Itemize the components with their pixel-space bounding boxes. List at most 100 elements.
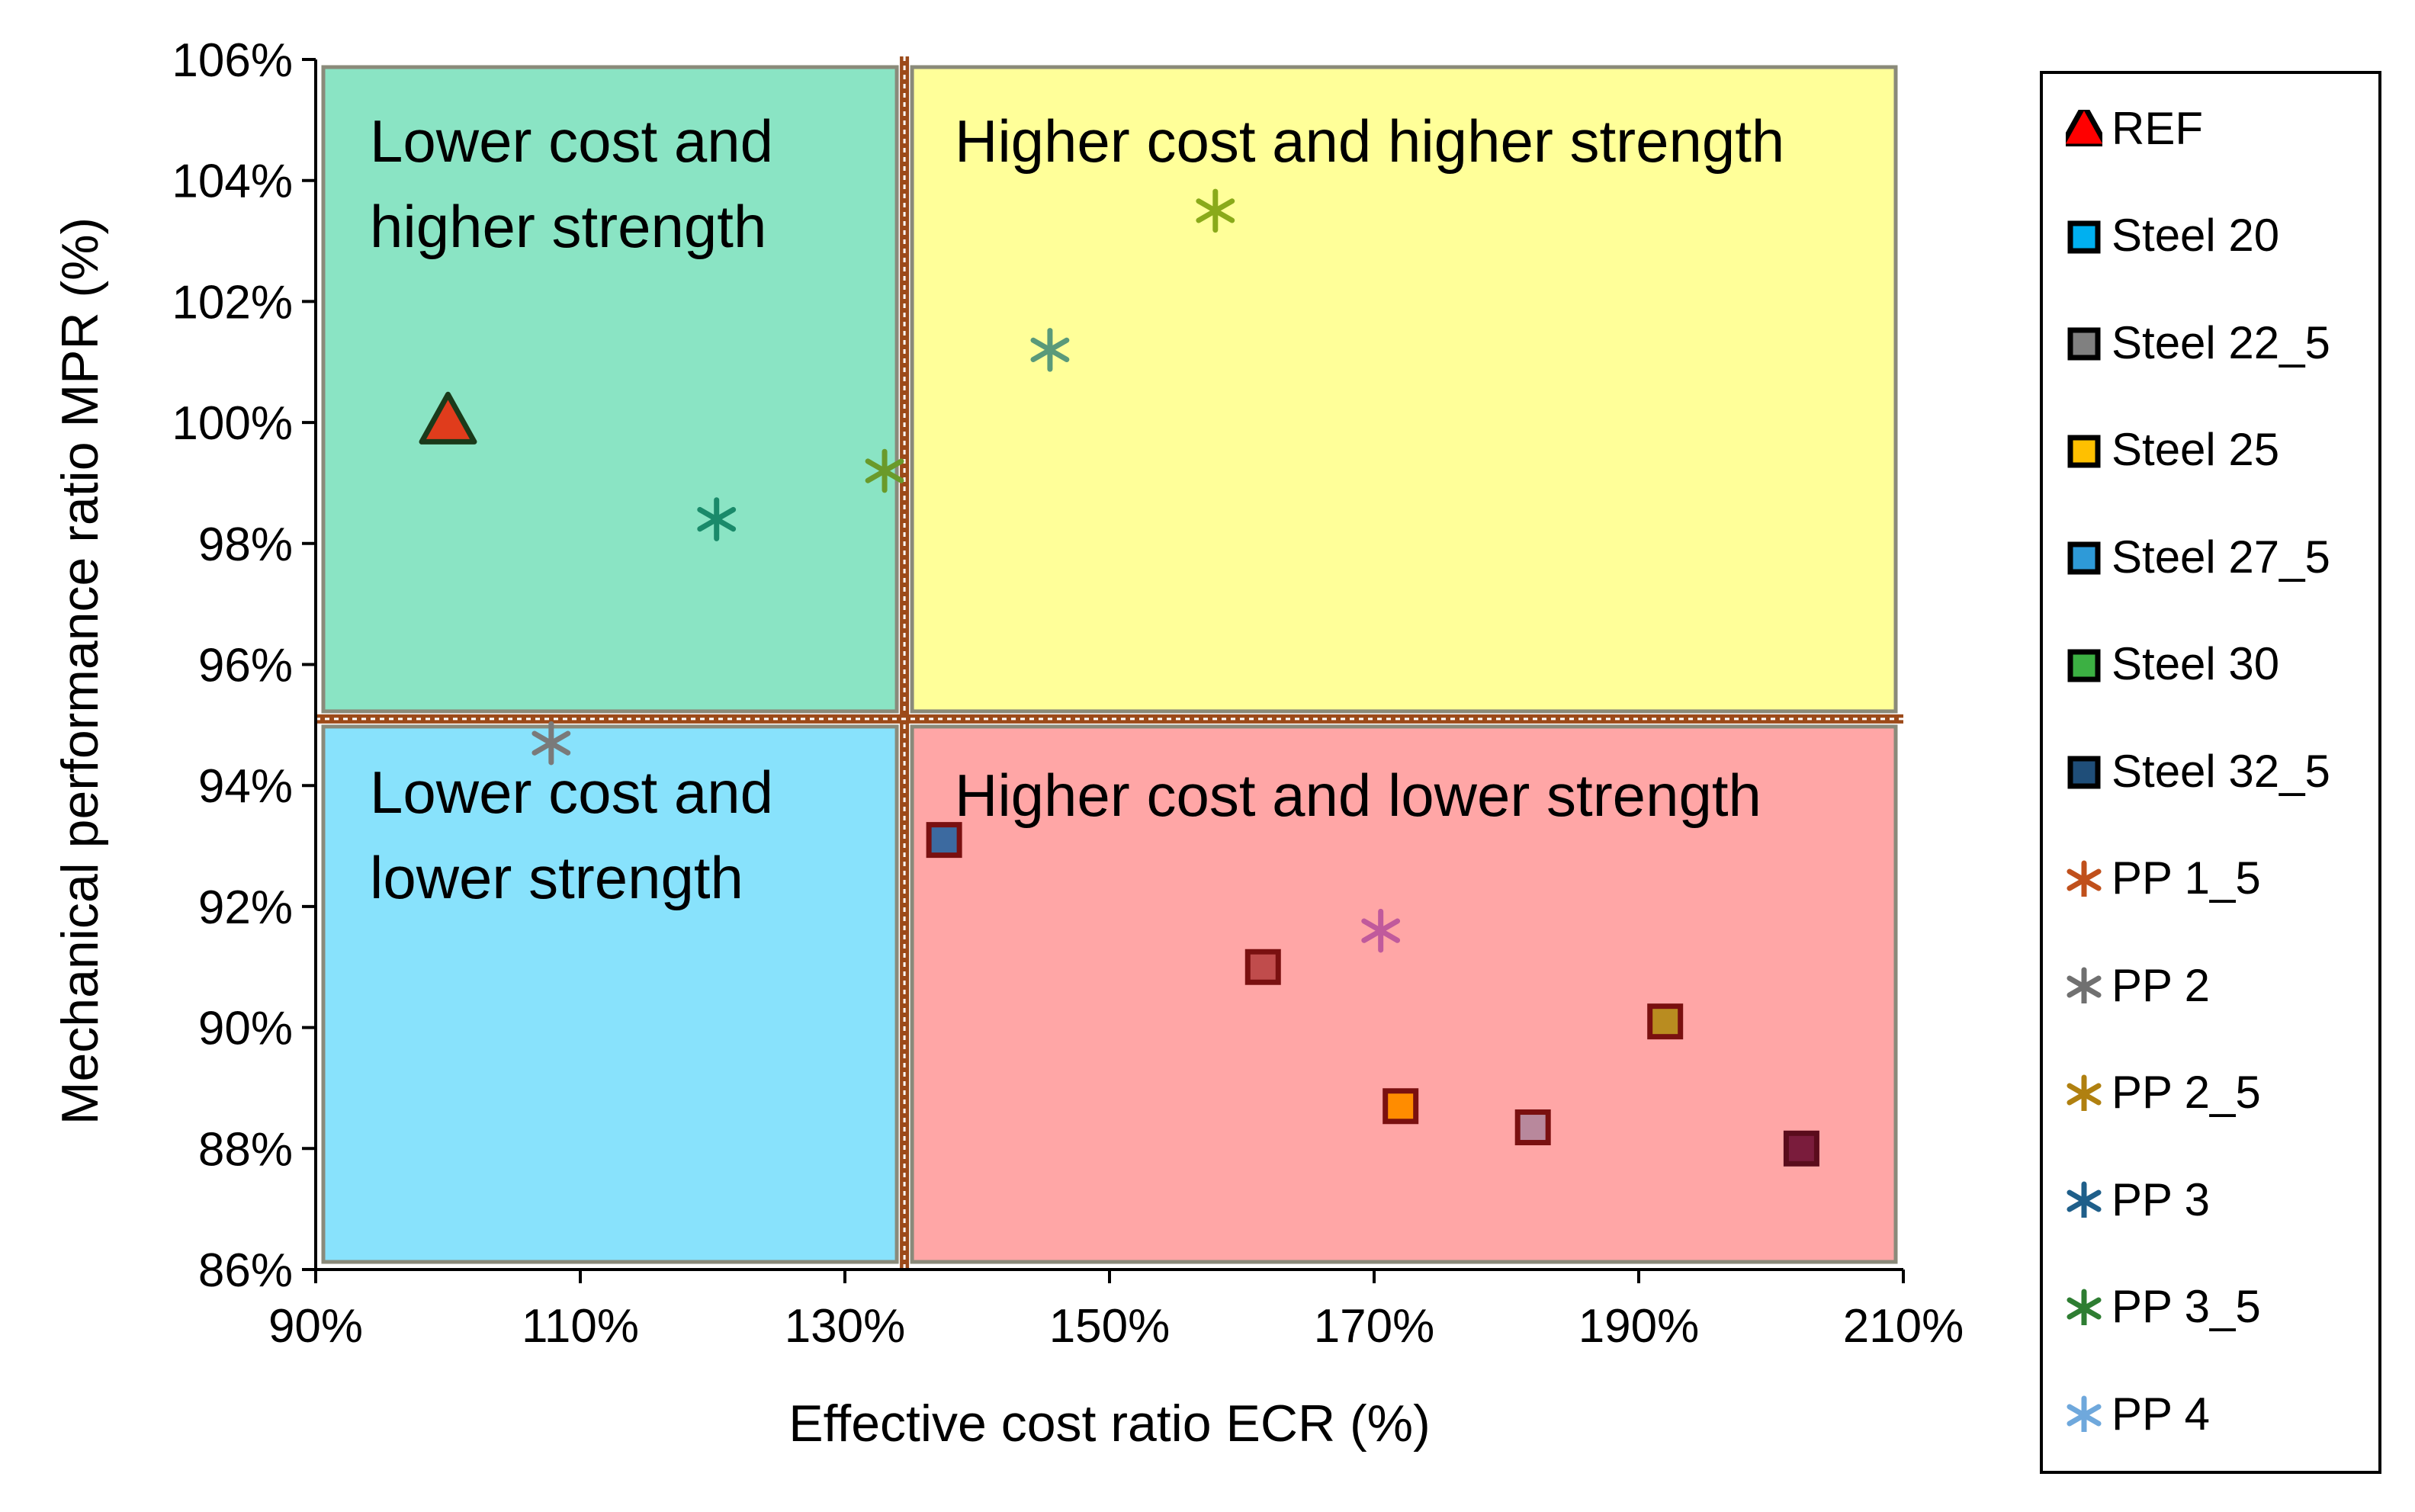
y-tick-label: 96% [198,640,293,692]
legend-square-icon [2067,327,2101,361]
legend-label: PP 3_5 [2112,1281,2261,1332]
region-label: Higher cost and higher strength [955,108,1784,175]
legend-star-icon [2067,967,2102,1003]
legend-star-icon [2067,1289,2102,1325]
point-steel-30 [1783,1130,1819,1167]
y-tick-label: 94% [198,760,293,813]
star-stroke [1030,337,1070,363]
legend-item-steel-25: Steel 25 [2066,423,2279,477]
star-stroke [865,458,904,483]
legend-star-icon [2067,1074,2102,1111]
y-tick-label: 88% [198,1123,293,1176]
legend-label: PP 2 [2112,959,2210,1011]
legend-star-icon [2067,1395,2102,1432]
legend-item-pp-3: PP 3 [2066,1173,2210,1226]
point-pp-1-5 [865,448,904,493]
point-steel-27-5 [1244,949,1281,985]
x-tick-label: 190% [1578,1300,1700,1353]
legend-item-pp-1-5: PP 1_5 [2066,852,2261,905]
star-stroke [2067,975,2102,998]
x-tick-label: 170% [1314,1300,1435,1353]
legend-label: Steel 27_5 [2112,531,2330,583]
point-steel-22-5 [1647,1003,1684,1040]
legend-marker-shape [2067,435,2101,467]
legend-square-icon [2067,220,2101,253]
region-label-line: Higher cost and lower strength [955,762,1761,829]
legend-marker-shape [2066,110,2102,146]
x-tick-label: 130% [785,1300,906,1353]
point-steel-25 [1514,1109,1551,1146]
legend-label: Steel 30 [2112,638,2280,689]
legend-marker-shape [2067,967,2102,1003]
star-stroke [2067,1083,2102,1105]
star-stroke [2067,868,2102,891]
region-0 [321,65,899,714]
y-tick-label: 92% [198,881,293,934]
legend-square-icon [2067,541,2101,575]
point-ref [419,391,477,445]
legend-label: REF [2112,102,2203,154]
y-tick-label: 104% [172,156,293,208]
legend-item-steel-27-5: Steel 27_5 [2066,530,2330,583]
star-stroke [1196,198,1235,223]
region-label: Lower cost and higher strength [370,108,773,260]
legend-marker-shape [2067,1289,2102,1325]
legend-label: Steel 32_5 [2112,745,2330,797]
point-steel-20 [1383,1088,1419,1125]
legend-marker-shape [2067,327,2101,361]
region-1 [910,65,1898,714]
legend-star-icon [2067,1181,2102,1218]
legend-label: Steel 25 [2112,424,2280,475]
legend-label: PP 4 [2112,1388,2210,1440]
star-stroke [2067,1297,2102,1319]
region-label-line: lower strength [370,844,743,911]
quadrant-regions [321,65,1898,1264]
legend-item-pp-2-5: PP 2_5 [2066,1066,2261,1119]
y-axis-title: Mechanical performance ratio MPR (%) [51,217,109,1125]
legend-item-pp-2: PP 2 [2066,958,2210,1012]
star-stroke [697,506,737,532]
region-label: Higher cost and lower strength [955,762,1761,829]
x-tick-label: 110% [522,1300,639,1353]
region-label-line: higher strength [370,193,766,260]
legend-item-steel-30: Steel 30 [2066,637,2279,691]
legend-square-icon [2067,435,2101,467]
legend-marker-shape [2067,756,2101,789]
legend-triangle-icon [2066,110,2102,146]
point-pp-3 [697,497,737,541]
x-tick-label: 150% [1049,1300,1171,1353]
y-tick-label: 106% [172,34,293,87]
legend-item-ref: REF [2066,101,2203,155]
legend-label: PP 3 [2112,1173,2210,1225]
legend-marker-shape [2067,541,2101,575]
region-label: Lower cost and lower strength [370,759,773,911]
legend-marker-shape [2067,860,2102,897]
legend-marker-shape [2067,1395,2102,1432]
x-tick-label: 210% [1843,1300,1964,1353]
legend-item-steel-20: Steel 20 [2066,209,2279,262]
axes: 86% 88% 90% 92% 94% 96% 98% 100% 102% 104% 106% 90%… [172,34,1964,1353]
y-tick-label: 100% [172,397,293,450]
legend-item-steel-22-5: Steel 22_5 [2066,316,2330,369]
legend-item-pp-3-5: PP 3_5 [2066,1280,2261,1334]
y-tick-label: 90% [198,1003,293,1055]
region-label-line: Higher cost and higher strength [955,108,1784,175]
legend-label: Steel 20 [2112,210,2280,261]
legend-label: Steel 22_5 [2112,316,2330,368]
legend-star-icon [2067,860,2102,897]
legend-marker-shape [2067,1181,2102,1218]
divider-lines [316,56,1903,1270]
data-points [419,188,1819,1167]
x-axis-title: Effective cost ratio ECR (%) [788,1395,1430,1453]
region-3 [910,724,1898,1264]
y-tick-label: 98% [198,518,293,571]
star-stroke [1361,918,1401,943]
star-stroke [2067,1404,2102,1427]
region-label-line: Lower cost and [370,759,773,826]
region-labels: Lower cost and higher strength Higher cost… [370,108,1784,911]
point-pp-3-5 [1030,328,1070,372]
region-2 [321,724,899,1264]
legend-marker-shape [2067,649,2101,682]
star-stroke [2067,1189,2102,1212]
